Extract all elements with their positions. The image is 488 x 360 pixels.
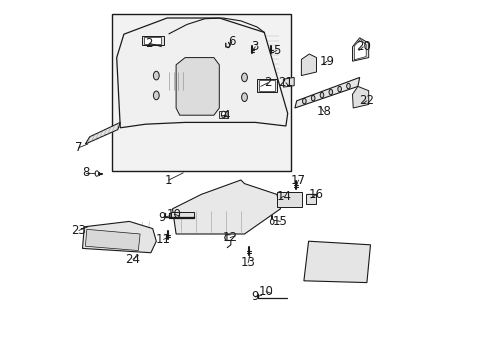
Ellipse shape	[320, 93, 323, 98]
Text: 23: 23	[71, 224, 86, 237]
Ellipse shape	[328, 89, 332, 95]
Polygon shape	[301, 54, 316, 76]
Polygon shape	[306, 194, 316, 204]
Ellipse shape	[337, 86, 341, 92]
Polygon shape	[117, 18, 287, 128]
Text: 11: 11	[156, 233, 171, 246]
Polygon shape	[276, 192, 302, 207]
Text: 24: 24	[125, 253, 140, 266]
Text: 5: 5	[273, 44, 280, 57]
Text: 2: 2	[145, 37, 153, 50]
Polygon shape	[283, 77, 294, 87]
Polygon shape	[257, 79, 276, 92]
Polygon shape	[294, 77, 359, 108]
Text: 22: 22	[359, 94, 374, 107]
Text: 13: 13	[240, 256, 255, 269]
Polygon shape	[176, 58, 219, 115]
Ellipse shape	[241, 93, 247, 102]
Ellipse shape	[241, 73, 247, 82]
Text: 12: 12	[222, 231, 237, 244]
Text: 14: 14	[276, 190, 291, 203]
Polygon shape	[352, 86, 368, 108]
Polygon shape	[258, 80, 275, 91]
Text: 20: 20	[355, 40, 370, 53]
Text: 19: 19	[319, 55, 334, 68]
Polygon shape	[218, 111, 228, 118]
Ellipse shape	[95, 171, 99, 176]
Ellipse shape	[221, 111, 225, 118]
Polygon shape	[85, 122, 120, 144]
Polygon shape	[85, 229, 140, 251]
Polygon shape	[142, 36, 163, 45]
Text: 16: 16	[308, 188, 324, 201]
Bar	[112, 14, 290, 171]
Text: 9: 9	[251, 291, 259, 303]
Ellipse shape	[302, 99, 305, 104]
Text: 10: 10	[166, 208, 182, 221]
Ellipse shape	[153, 71, 159, 80]
Polygon shape	[144, 37, 161, 44]
Polygon shape	[170, 212, 194, 217]
Ellipse shape	[346, 84, 349, 89]
Ellipse shape	[311, 95, 314, 101]
Text: 17: 17	[290, 174, 305, 186]
Polygon shape	[172, 180, 280, 234]
Text: 3: 3	[251, 40, 259, 53]
Text: 7: 7	[75, 141, 82, 154]
Text: 9: 9	[158, 211, 165, 224]
Ellipse shape	[153, 91, 159, 100]
Polygon shape	[82, 221, 156, 253]
Text: 1: 1	[165, 174, 172, 186]
Ellipse shape	[270, 219, 273, 225]
Text: 8: 8	[82, 166, 90, 179]
Text: 2: 2	[264, 76, 271, 89]
Polygon shape	[303, 241, 370, 283]
Text: 4: 4	[223, 109, 230, 122]
Text: 21: 21	[278, 76, 293, 89]
Polygon shape	[352, 38, 368, 61]
Polygon shape	[354, 40, 366, 60]
Text: 18: 18	[316, 105, 330, 118]
Text: 6: 6	[228, 35, 235, 48]
Text: 15: 15	[272, 215, 287, 228]
Text: 10: 10	[258, 285, 273, 298]
